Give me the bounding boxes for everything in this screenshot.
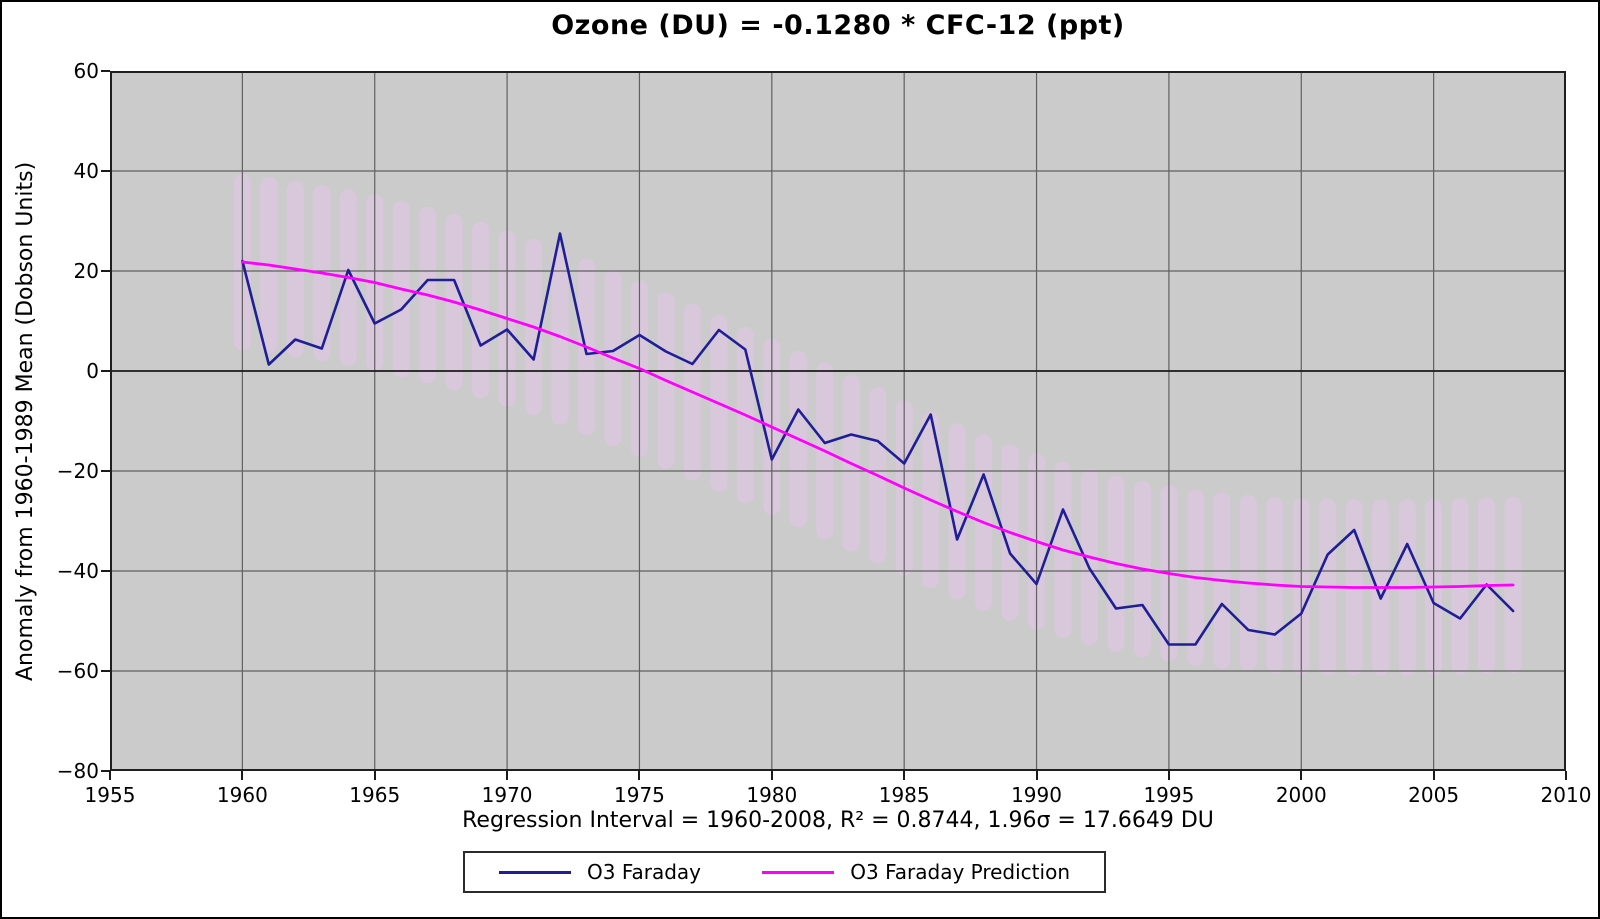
legend-label-o3-faraday-prediction: O3 Faraday Prediction — [850, 860, 1070, 884]
x-tick-label-1955: 1955 — [84, 783, 136, 807]
x-tick-label-2000: 2000 — [1275, 783, 1327, 807]
x-tick-mark — [1300, 771, 1303, 780]
x-tick-label-1980: 1980 — [746, 783, 798, 807]
y-tick-mark — [101, 470, 110, 472]
legend-line-o3-faraday-prediction — [762, 870, 835, 874]
x-tick-mark — [903, 771, 906, 780]
x-tick-label-1960: 1960 — [216, 783, 268, 807]
y-tick-mark — [101, 570, 110, 572]
series-o3-faraday-prediction — [240, 260, 1515, 589]
legend-item-o3-faraday-prediction: O3 Faraday Prediction — [762, 860, 1070, 884]
x-tick-mark — [241, 771, 244, 780]
confidence-band-bars — [233, 173, 1522, 676]
chart-title: Ozone (DU) = -0.1280 * CFC-12 (ppt) — [551, 10, 1125, 41]
x-tick-label-1990: 1990 — [1011, 783, 1062, 807]
x-tick-mark — [770, 771, 773, 780]
y-tick-label-60: 60 — [73, 59, 99, 83]
x-tick-label-2010: 2010 — [1540, 783, 1592, 807]
y-tick-label--20: −20 — [56, 459, 99, 483]
chart-svg — [110, 71, 1566, 771]
y-tick-mark — [101, 770, 110, 772]
series-o3-faraday — [241, 232, 1515, 646]
x-tick-label-2005: 2005 — [1408, 783, 1460, 807]
y-tick-label-40: 40 — [73, 159, 99, 183]
x-axis-label: Regression Interval = 1960-2008, R² = 0.… — [462, 808, 1214, 833]
legend-item-o3-faraday: O3 Faraday — [499, 860, 701, 884]
x-tick-mark — [1035, 771, 1038, 780]
legend-line-o3-faraday — [499, 870, 571, 874]
x-tick-mark — [373, 771, 376, 780]
y-tick-mark — [101, 370, 110, 372]
plot-frame — [110, 71, 1566, 771]
legend: O3 Faraday O3 Faraday Prediction — [463, 851, 1106, 893]
x-tick-mark — [638, 771, 641, 780]
x-tick-label-1975: 1975 — [614, 783, 665, 807]
y-tick-mark — [101, 270, 110, 272]
y-tick-label-0: 0 — [86, 359, 99, 383]
x-tick-label-1995: 1995 — [1143, 783, 1195, 807]
y-tick-label--40: −40 — [56, 559, 99, 583]
x-tick-label-1985: 1985 — [878, 783, 930, 807]
plot-area — [110, 71, 1566, 771]
x-tick-mark — [1167, 771, 1170, 780]
y-tick-label--80: −80 — [56, 759, 99, 783]
y-tick-label-20: 20 — [73, 259, 99, 283]
y-tick-mark — [101, 70, 110, 72]
x-tick-mark — [109, 771, 111, 780]
legend-label-o3-faraday: O3 Faraday — [587, 860, 702, 884]
y-tick-mark — [101, 170, 110, 172]
y-tick-mark — [101, 670, 110, 672]
x-tick-mark — [1432, 771, 1435, 780]
gridlines — [110, 71, 1566, 771]
x-tick-label-1965: 1965 — [349, 783, 401, 807]
x-tick-mark — [1565, 771, 1567, 780]
y-tick-label--60: −60 — [56, 659, 99, 683]
x-tick-mark — [506, 771, 509, 780]
x-tick-label-1970: 1970 — [481, 783, 533, 807]
